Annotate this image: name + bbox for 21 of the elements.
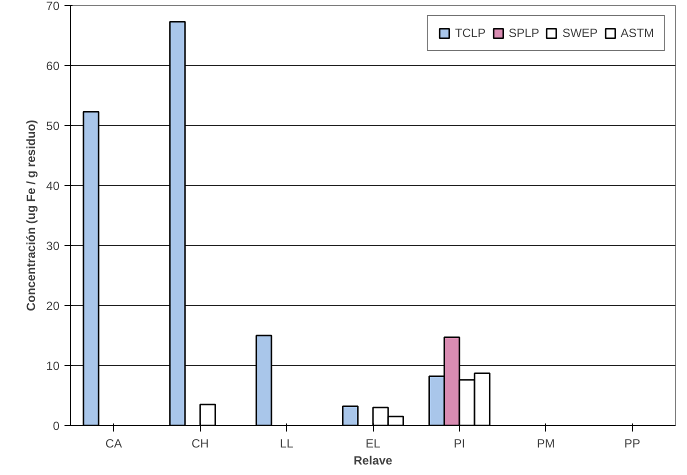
x-tick-label: LL <box>280 436 294 450</box>
y-tick-label: 60 <box>46 59 60 73</box>
y-tick-label: 20 <box>46 299 60 313</box>
legend-label: SPLP <box>508 26 540 40</box>
y-tick-label: 10 <box>46 359 60 373</box>
legend-label: SWEP <box>562 26 598 40</box>
x-axis-title: Relave <box>354 454 393 468</box>
x-tick-label: PI <box>454 436 466 450</box>
y-tick-label: 40 <box>46 179 60 193</box>
x-tick-label: PP <box>624 436 640 450</box>
x-tick-label: EL <box>366 436 381 450</box>
y-tick-label: 30 <box>46 239 60 253</box>
x-tick-label: CA <box>105 436 122 450</box>
y-axis-title: Concentración (ug Fe / g residuo) <box>24 120 38 312</box>
y-tick-label: 50 <box>46 119 60 133</box>
y-tick-label: 70 <box>46 0 60 13</box>
legend-label: TCLP <box>454 26 486 40</box>
y-tick-label: 0 <box>52 419 60 433</box>
legend-label: ASTM <box>620 26 654 40</box>
x-tick-label: PM <box>536 436 555 450</box>
x-tick-label: CH <box>191 436 209 450</box>
